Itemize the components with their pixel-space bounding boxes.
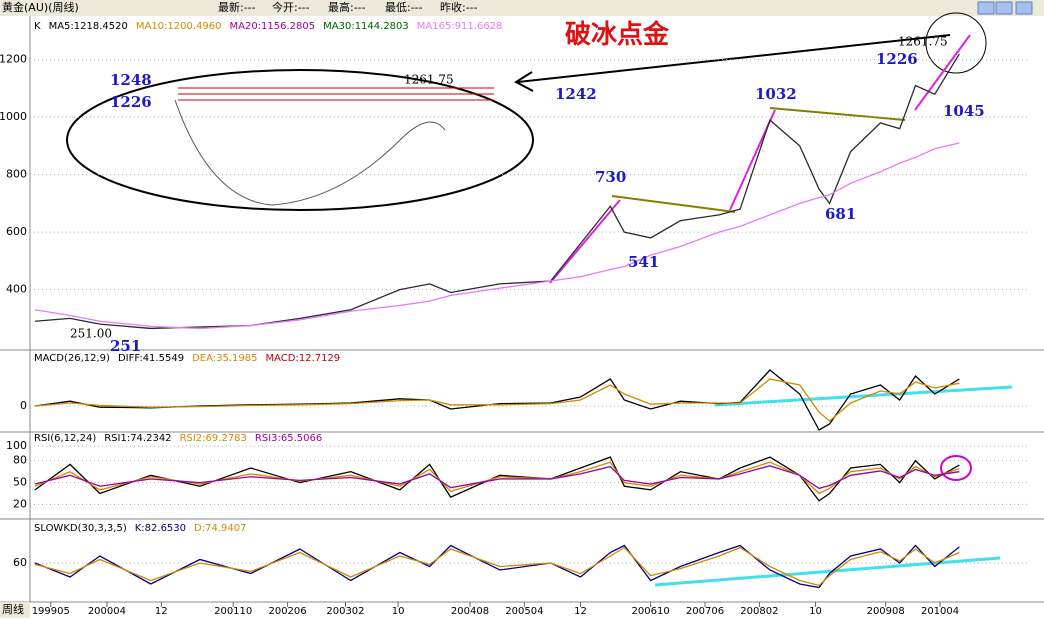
annotation: 1045 bbox=[943, 102, 985, 120]
x-tick-label: 200504 bbox=[505, 606, 543, 617]
neckline bbox=[611, 195, 736, 213]
header-field: 昨收:--- bbox=[440, 0, 478, 14]
macd-trendline bbox=[714, 385, 1013, 407]
footer-tab[interactable] bbox=[0, 602, 30, 618]
series-line bbox=[34, 142, 960, 330]
annotation: 1226 bbox=[110, 93, 152, 111]
annotation: 1248 bbox=[110, 71, 152, 89]
legend-entry: MACD:12.7129 bbox=[265, 353, 340, 364]
legend-entry: D:74.9407 bbox=[194, 523, 246, 534]
x-tick-label: 10 bbox=[809, 606, 822, 617]
legend-entry: RSI(6,12,24) bbox=[34, 433, 96, 444]
legend-entry: MA5:1218.4520 bbox=[49, 21, 128, 32]
legend-entry: DIFF:41.5549 bbox=[118, 353, 184, 364]
annotation: 681 bbox=[825, 205, 856, 223]
x-tick-label: 200302 bbox=[326, 606, 364, 617]
legend-entry: MA165:911.6628 bbox=[417, 21, 503, 32]
series-line bbox=[34, 465, 960, 490]
legend-entry: SLOWKD(30,3,3,5) bbox=[34, 523, 127, 534]
x-tick-label: 200706 bbox=[686, 606, 724, 617]
arrow-line bbox=[517, 34, 951, 83]
legend-entry: MA30:1144.2803 bbox=[323, 21, 409, 32]
prev-button[interactable] bbox=[977, 1, 995, 15]
x-tick-label: 200908 bbox=[867, 606, 905, 617]
annotation: 251.00 bbox=[70, 327, 112, 341]
series-line bbox=[34, 546, 960, 587]
y-tick-label: 0 bbox=[20, 399, 27, 412]
legend-entry: DEA:35.1985 bbox=[192, 353, 257, 364]
x-tick-label: 199905 bbox=[32, 606, 70, 617]
legend-entry: RSI1:74.2342 bbox=[104, 433, 171, 444]
footer-tab-label[interactable]: 周线 bbox=[2, 602, 24, 616]
window-buttons[interactable] bbox=[977, 1, 1033, 15]
top-bar bbox=[0, 0, 1044, 16]
x-tick-label: 12 bbox=[155, 606, 168, 617]
cup-curve bbox=[174, 99, 446, 206]
legend-entry: K bbox=[34, 21, 41, 32]
arrow-head bbox=[513, 71, 534, 92]
y-tick-label: 800 bbox=[6, 168, 27, 181]
x-tick-label: 200004 bbox=[88, 606, 126, 617]
legend-entry: MACD(26,12,9) bbox=[34, 353, 110, 364]
x-tick-label: 200802 bbox=[740, 606, 778, 617]
x-tick-label: 200408 bbox=[451, 606, 489, 617]
header-field: 最高:--- bbox=[328, 0, 366, 14]
x-tick-label: 200610 bbox=[632, 606, 670, 617]
header-field: 最低:--- bbox=[385, 1, 423, 14]
y-tick-label: 1000 bbox=[0, 110, 27, 123]
highlight-ellipse bbox=[66, 69, 534, 211]
x-tick-label: 12 bbox=[574, 606, 587, 617]
header-field: 最新:--- bbox=[218, 0, 256, 14]
annotation: 251 bbox=[110, 337, 141, 355]
legend-entry: MA10:1200.4960 bbox=[136, 21, 222, 32]
series-line bbox=[34, 544, 960, 589]
x-tick-label: 200110 bbox=[214, 606, 252, 617]
y-tick-label: 600 bbox=[6, 225, 27, 238]
annotation: 1226 bbox=[876, 50, 918, 68]
series-line bbox=[34, 378, 960, 422]
window-title: 黄金(AU)(周线) bbox=[2, 0, 79, 14]
neckline bbox=[769, 107, 906, 121]
annotation: 1261.75 bbox=[404, 73, 454, 87]
x-tick-label: 200206 bbox=[268, 606, 306, 617]
annotation: 541 bbox=[628, 253, 659, 271]
y-tick-label: 60 bbox=[13, 556, 27, 569]
annotation: 730 bbox=[595, 168, 626, 186]
x-tick-label: 201004 bbox=[921, 606, 959, 617]
annotation: 1261.75 bbox=[898, 35, 948, 49]
trend-arrow bbox=[549, 199, 621, 284]
trend-arrow bbox=[914, 34, 971, 111]
series-line bbox=[34, 461, 960, 495]
y-tick-label: 50 bbox=[13, 476, 27, 489]
close-button[interactable] bbox=[1015, 1, 1033, 15]
annotation: 1242 bbox=[555, 85, 597, 103]
y-tick-label: 80 bbox=[13, 454, 27, 467]
rsi-highlight bbox=[940, 455, 972, 481]
legend-entry: K:82.6530 bbox=[135, 523, 186, 534]
highlight-circle bbox=[925, 12, 987, 74]
header-field: 今开:--- bbox=[272, 0, 310, 14]
legend-entry: MA20:1156.2805 bbox=[229, 21, 315, 32]
annotation: 破冰点金 bbox=[565, 19, 670, 50]
legend-entry: RSI3:65.5066 bbox=[255, 433, 322, 444]
x-tick-label: 10 bbox=[392, 606, 405, 617]
y-tick-label: 400 bbox=[6, 283, 27, 296]
legend-entry: RSI2:69.2783 bbox=[180, 433, 247, 444]
y-tick-label: 1200 bbox=[0, 53, 27, 66]
y-tick-label: 20 bbox=[13, 497, 27, 510]
next-button[interactable] bbox=[995, 1, 1013, 15]
annotation: 1032 bbox=[755, 85, 797, 103]
y-tick-label: 100 bbox=[6, 439, 27, 452]
